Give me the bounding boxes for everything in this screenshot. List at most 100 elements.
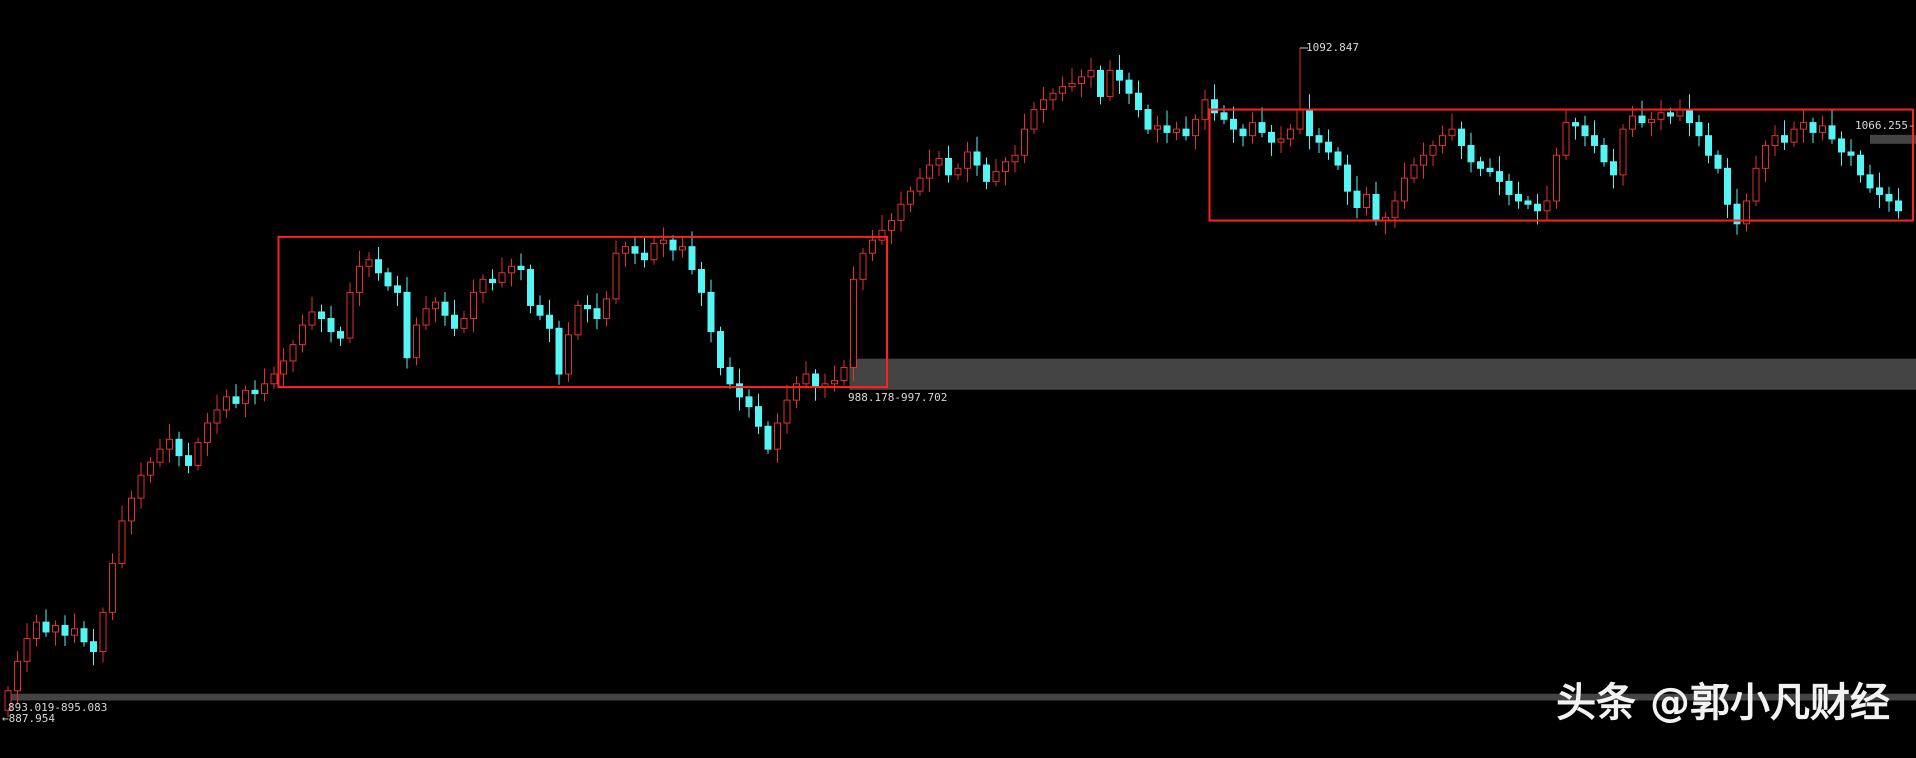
candle-up bbox=[1287, 128, 1294, 140]
candle-up bbox=[137, 474, 145, 499]
price-band bbox=[849, 358, 1916, 390]
candle-down bbox=[1781, 135, 1788, 143]
candle-down bbox=[1809, 122, 1817, 133]
candle-down bbox=[736, 383, 743, 398]
candle-up bbox=[1752, 167, 1760, 202]
candle-up bbox=[242, 389, 249, 404]
candle-up bbox=[1173, 128, 1180, 133]
candle-up bbox=[99, 611, 107, 653]
candle-down bbox=[1353, 190, 1361, 208]
candle-down bbox=[1695, 122, 1703, 137]
candle-down bbox=[945, 158, 952, 176]
candle-up bbox=[888, 220, 895, 231]
candle-up bbox=[793, 383, 800, 401]
candle-up bbox=[926, 164, 933, 179]
price-band bbox=[8, 693, 1916, 701]
candle-up bbox=[280, 360, 287, 375]
candle-up bbox=[356, 265, 363, 293]
candle-down bbox=[251, 389, 259, 395]
candle-up bbox=[964, 151, 971, 169]
watermark: 头条 @郭小凡财经 bbox=[1556, 680, 1890, 726]
candle-down bbox=[318, 311, 325, 320]
candle-up bbox=[660, 239, 667, 244]
candle-up bbox=[194, 442, 202, 466]
candle-up bbox=[1154, 125, 1161, 130]
candle-down bbox=[1116, 69, 1123, 81]
candle-down bbox=[1714, 154, 1722, 169]
candle-down bbox=[1230, 118, 1237, 130]
candle-up bbox=[622, 246, 629, 254]
candle-up bbox=[1819, 125, 1826, 133]
candle-up bbox=[308, 311, 316, 326]
candle-up bbox=[1059, 86, 1066, 94]
candle-down bbox=[451, 314, 458, 329]
candle-up bbox=[1391, 200, 1399, 218]
candle-up bbox=[4, 690, 12, 711]
candle-up bbox=[1078, 76, 1085, 84]
candle-down bbox=[1572, 122, 1579, 127]
candle-up bbox=[261, 383, 268, 395]
candle-up bbox=[1562, 122, 1570, 156]
candle-down bbox=[641, 252, 648, 261]
candle-down bbox=[1182, 128, 1190, 137]
candle-down bbox=[1458, 128, 1465, 146]
candle-up bbox=[413, 324, 420, 359]
candle-up bbox=[223, 396, 230, 411]
candle-down bbox=[1325, 141, 1332, 153]
candle-up bbox=[128, 497, 135, 522]
candle-up bbox=[1420, 154, 1427, 166]
candle-down bbox=[1638, 115, 1646, 124]
candle-up bbox=[365, 259, 373, 267]
candle-up bbox=[1743, 200, 1750, 225]
candle-up bbox=[1192, 118, 1199, 137]
candle-up bbox=[1629, 115, 1636, 130]
candle-down bbox=[717, 331, 724, 368]
candle-down bbox=[384, 272, 392, 287]
candle-down bbox=[1135, 92, 1142, 111]
candle-down bbox=[1724, 167, 1731, 205]
candle-down bbox=[584, 304, 591, 310]
candle-up bbox=[774, 422, 781, 450]
band-label-right: 1066.255-1 bbox=[1855, 119, 1916, 132]
candle-up bbox=[1249, 122, 1256, 137]
candle-up bbox=[831, 380, 838, 385]
candle-down bbox=[175, 438, 183, 457]
candle-up bbox=[1401, 177, 1408, 202]
candle-down bbox=[1610, 161, 1617, 176]
candle-up bbox=[802, 373, 810, 385]
range-box bbox=[277, 235, 888, 389]
candle-up bbox=[1011, 154, 1019, 163]
candle-down bbox=[983, 164, 990, 182]
candle-down bbox=[669, 239, 677, 251]
candle-down bbox=[1581, 125, 1589, 137]
candle-down bbox=[536, 304, 544, 316]
candle-down bbox=[42, 621, 50, 633]
candle-up bbox=[147, 461, 154, 476]
candle-up bbox=[23, 637, 31, 662]
candle-down bbox=[1866, 174, 1874, 189]
candle-up bbox=[603, 298, 610, 320]
candle-down bbox=[232, 396, 240, 404]
candle-down bbox=[546, 314, 553, 329]
low-label: ←887.954 bbox=[2, 712, 55, 725]
candle-down bbox=[1667, 112, 1674, 117]
candle-down bbox=[1315, 135, 1323, 143]
candle-down bbox=[489, 278, 496, 284]
candle-up bbox=[422, 308, 430, 326]
candle-up bbox=[1648, 118, 1655, 124]
candle-up bbox=[460, 318, 468, 329]
candle-up bbox=[1762, 144, 1769, 169]
candle-down bbox=[698, 269, 705, 293]
candle-up bbox=[1790, 128, 1798, 143]
candle-up bbox=[1106, 69, 1114, 97]
candle-up bbox=[850, 278, 857, 368]
candle-down bbox=[631, 246, 639, 254]
candle-up bbox=[109, 562, 116, 613]
high-label: 1092.847 bbox=[1306, 41, 1359, 54]
candle-down bbox=[1344, 164, 1351, 192]
candle-down bbox=[555, 327, 563, 375]
candle-up bbox=[156, 448, 164, 463]
candle-up bbox=[1030, 109, 1038, 130]
candle-up bbox=[1553, 154, 1560, 202]
candle-down bbox=[1258, 122, 1266, 133]
